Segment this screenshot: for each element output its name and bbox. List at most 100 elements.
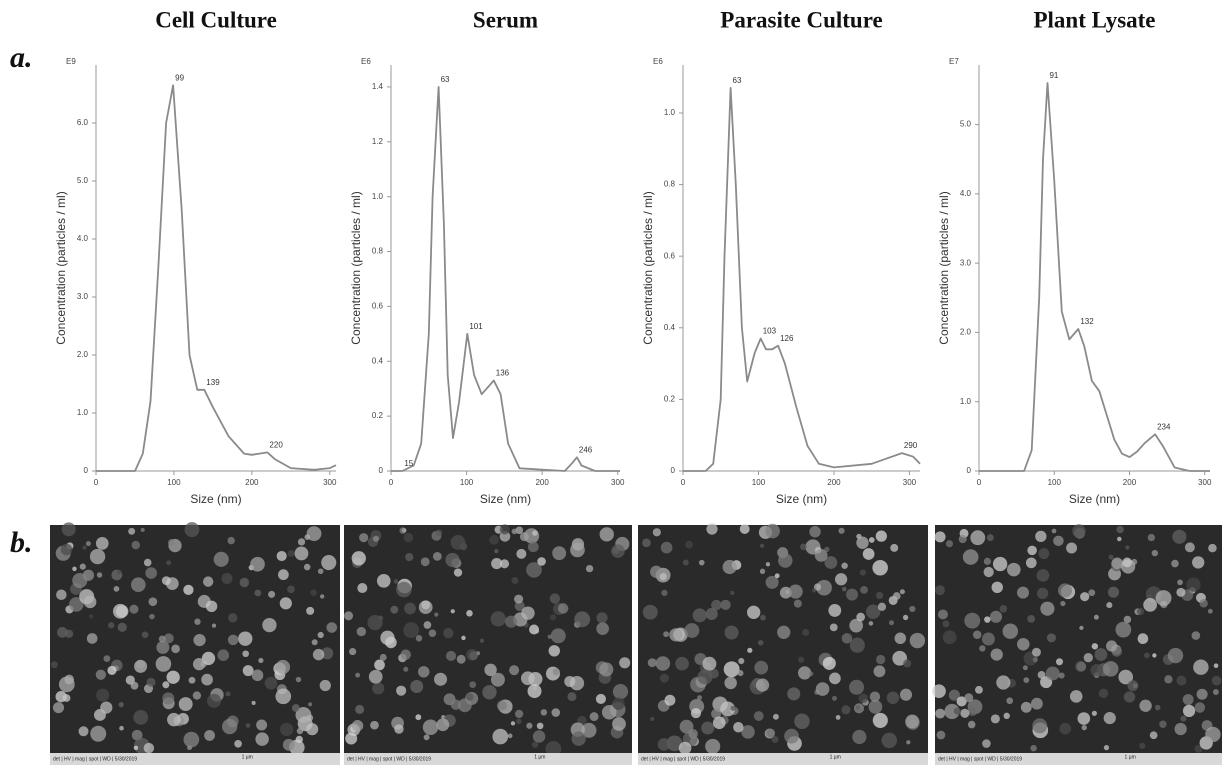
particle — [275, 659, 291, 675]
particle — [1094, 648, 1108, 661]
particle — [1083, 653, 1093, 663]
particle — [1111, 557, 1123, 570]
particle — [393, 579, 399, 584]
particle — [991, 581, 1003, 594]
particle — [1103, 744, 1110, 751]
particle — [359, 533, 369, 543]
particle — [1032, 718, 1048, 734]
particle — [772, 713, 779, 720]
particle — [1035, 530, 1047, 543]
x-tick-label: 200 — [827, 478, 841, 487]
particle — [303, 563, 311, 571]
particle — [1123, 615, 1132, 624]
particle — [319, 679, 331, 692]
particle — [171, 644, 180, 654]
particle — [1038, 548, 1050, 560]
particle — [1023, 677, 1030, 683]
particle — [509, 665, 520, 676]
particle — [1184, 542, 1195, 553]
particle — [730, 705, 736, 711]
y-multiplier: E6 — [653, 57, 663, 66]
particle — [133, 709, 149, 725]
particle — [1182, 704, 1196, 718]
particle — [1139, 742, 1146, 749]
y-tick-label: 0 — [671, 466, 676, 475]
particle — [574, 611, 591, 628]
particle — [852, 729, 867, 745]
particle — [445, 552, 460, 568]
y-multiplier: E9 — [66, 57, 76, 66]
particle — [162, 692, 175, 705]
particle — [549, 614, 557, 621]
particle — [849, 637, 865, 653]
particle — [984, 616, 991, 623]
particle — [983, 557, 991, 565]
particle — [499, 524, 510, 535]
particle — [722, 559, 737, 575]
particle — [1093, 614, 1099, 620]
particle — [905, 714, 920, 729]
particle — [909, 605, 916, 613]
particle — [280, 722, 294, 737]
particle — [380, 630, 395, 645]
particle — [308, 702, 313, 707]
particle — [1212, 689, 1219, 695]
particle — [999, 604, 1008, 613]
particle — [510, 721, 516, 726]
particle — [117, 622, 127, 632]
particle — [108, 622, 115, 629]
y-tick-label: 0.8 — [372, 247, 384, 256]
particle — [1137, 633, 1149, 645]
peak-label: 91 — [1049, 71, 1058, 80]
particle — [774, 573, 780, 579]
sem-scale: 1 µm — [534, 754, 545, 760]
particle — [540, 709, 548, 716]
particle — [760, 614, 766, 621]
particle — [204, 729, 215, 741]
particle — [986, 534, 994, 542]
particle — [685, 540, 694, 549]
peak-label: 290 — [904, 441, 918, 450]
particle — [678, 741, 692, 755]
particle — [856, 612, 866, 622]
particle — [816, 579, 832, 596]
particle — [983, 566, 994, 578]
peak-label: 136 — [496, 369, 510, 378]
particle — [730, 590, 735, 595]
particle — [417, 666, 430, 678]
particle — [184, 522, 200, 538]
particle — [496, 700, 507, 711]
particle — [824, 556, 838, 569]
particle — [514, 594, 524, 604]
particle — [1075, 660, 1087, 672]
particle — [868, 699, 883, 714]
particle — [279, 597, 292, 610]
particle — [372, 535, 380, 542]
x-tick-label: 0 — [977, 478, 982, 487]
particle — [492, 728, 509, 745]
particle — [701, 721, 715, 735]
particle — [1167, 647, 1184, 664]
particle — [1017, 637, 1030, 651]
particle — [868, 537, 875, 543]
sem-footer — [935, 753, 1222, 765]
particle — [798, 656, 805, 663]
particle — [461, 635, 466, 641]
particle — [934, 531, 946, 543]
particle — [423, 734, 430, 741]
particle — [326, 622, 338, 633]
peak-label: 103 — [763, 327, 777, 336]
particle — [107, 665, 117, 675]
particle — [432, 551, 442, 561]
particle — [242, 650, 249, 658]
particle — [130, 577, 146, 593]
curve — [683, 87, 921, 472]
particle — [741, 725, 755, 739]
particle — [902, 614, 909, 621]
particle — [251, 669, 264, 682]
particle — [275, 688, 292, 705]
peak-label: 132 — [1080, 317, 1094, 326]
particle — [1030, 744, 1037, 752]
chart-title: Plant Lysate — [1033, 7, 1155, 32]
particle — [140, 527, 145, 532]
